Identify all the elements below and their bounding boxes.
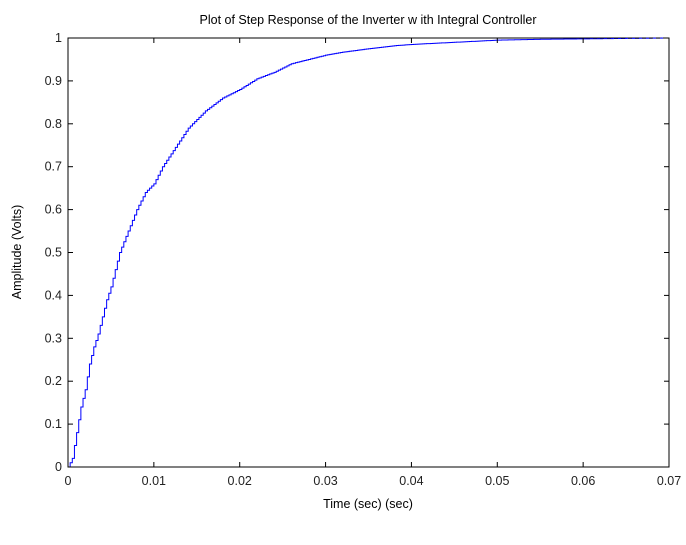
y-tick-label: 0.7	[45, 160, 62, 174]
y-tick-label: 0.1	[45, 417, 62, 431]
y-tick-label: 0.2	[45, 374, 62, 388]
x-tick-label: 0.02	[228, 474, 252, 488]
y-tick-label: 1	[55, 31, 62, 45]
tick-layer: 0 0.01 0.02 0.03 0.04 0.05 0.06 0.07 0 0.1 0.2 0.3 0…	[45, 31, 682, 488]
x-tick-label: 0.04	[399, 474, 423, 488]
step-response-line	[68, 37, 670, 468]
x-tick-label: 0	[65, 474, 72, 488]
x-tick-label: 0.07	[657, 474, 681, 488]
x-tick-label: 0.03	[313, 474, 337, 488]
y-tick-label: 0.4	[45, 288, 62, 302]
series-layer	[68, 37, 670, 468]
y-tick-label: 0.6	[45, 203, 62, 217]
y-tick-label: 0	[55, 460, 62, 474]
x-axis-label: Time (sec) (sec)	[323, 497, 413, 511]
y-tick-label: 0.5	[45, 246, 62, 260]
chart-title: Plot of Step Response of the Inverter w …	[200, 13, 537, 27]
y-axis-label: Amplitude (Volts)	[10, 205, 24, 299]
x-tick-label: 0.05	[485, 474, 509, 488]
x-tick-label: 0.01	[142, 474, 166, 488]
plot-area	[67, 37, 670, 468]
y-tick-label: 0.3	[45, 331, 62, 345]
y-tick-label: 0.9	[45, 74, 62, 88]
y-tick-label: 0.8	[45, 117, 62, 131]
x-tick-label: 0.06	[571, 474, 595, 488]
